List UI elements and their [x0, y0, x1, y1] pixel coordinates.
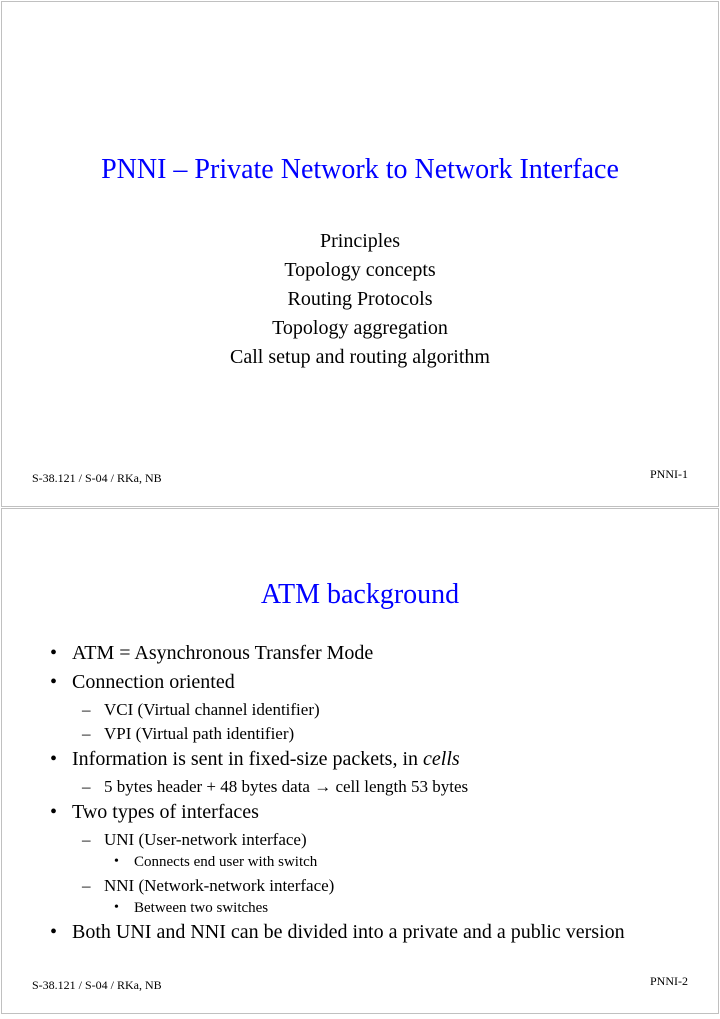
- bullet-vci: VCI (Virtual channel identifier): [76, 699, 678, 721]
- slide-1-footer-right: PNNI-1: [650, 467, 688, 482]
- text-em: cells: [423, 748, 460, 770]
- slide-1-title: PNNI – Private Network to Network Interf…: [32, 152, 688, 187]
- bullet-interfaces: Two types of interfaces: [48, 800, 678, 825]
- bullet-uni: UNI (User-network interface): [76, 829, 678, 851]
- bullet-uni-nni-versions: Both UNI and NNI can be divided into a p…: [48, 920, 678, 945]
- arrow-icon: →: [314, 777, 331, 796]
- bullet-uni-desc: Connects end user with switch: [110, 853, 678, 873]
- topic-line: Topology aggregation: [32, 314, 688, 343]
- text: cell length 53 bytes: [331, 777, 468, 796]
- bullet-connection: Connection oriented: [48, 670, 678, 695]
- bullet-info-cells: Information is sent in fixed-size packet…: [48, 747, 678, 772]
- topic-line: Call setup and routing algorithm: [32, 343, 688, 372]
- slide-2-title: ATM background: [32, 579, 688, 611]
- text: Information is sent in fixed-size packet…: [72, 748, 423, 770]
- topic-line: Principles: [32, 227, 688, 256]
- topic-line: Topology concepts: [32, 256, 688, 285]
- slide-2: ATM background ATM = Asynchronous Transf…: [1, 508, 719, 1014]
- bullet-nni-desc: Between two switches: [110, 899, 678, 919]
- topic-line: Routing Protocols: [32, 285, 688, 314]
- slide-2-footer-right: PNNI-2: [650, 974, 688, 989]
- text: 5 bytes header + 48 bytes data: [104, 777, 314, 796]
- bullet-cell-length: 5 bytes header + 48 bytes data → cell le…: [76, 776, 678, 798]
- slide-1-topics: Principles Topology concepts Routing Pro…: [32, 227, 688, 372]
- bullet-atm-def: ATM = Asynchronous Transfer Mode: [48, 641, 678, 666]
- bullet-vpi: VPI (Virtual path identifier): [76, 723, 678, 745]
- bullet-nni: NNI (Network-network interface): [76, 875, 678, 897]
- slide-1: PNNI – Private Network to Network Interf…: [1, 1, 719, 507]
- slide-2-footer-left: S-38.121 / S-04 / RKa, NB: [32, 978, 162, 993]
- slide-2-body: ATM = Asynchronous Transfer Mode Connect…: [48, 641, 678, 945]
- slide-1-footer-left: S-38.121 / S-04 / RKa, NB: [32, 471, 162, 486]
